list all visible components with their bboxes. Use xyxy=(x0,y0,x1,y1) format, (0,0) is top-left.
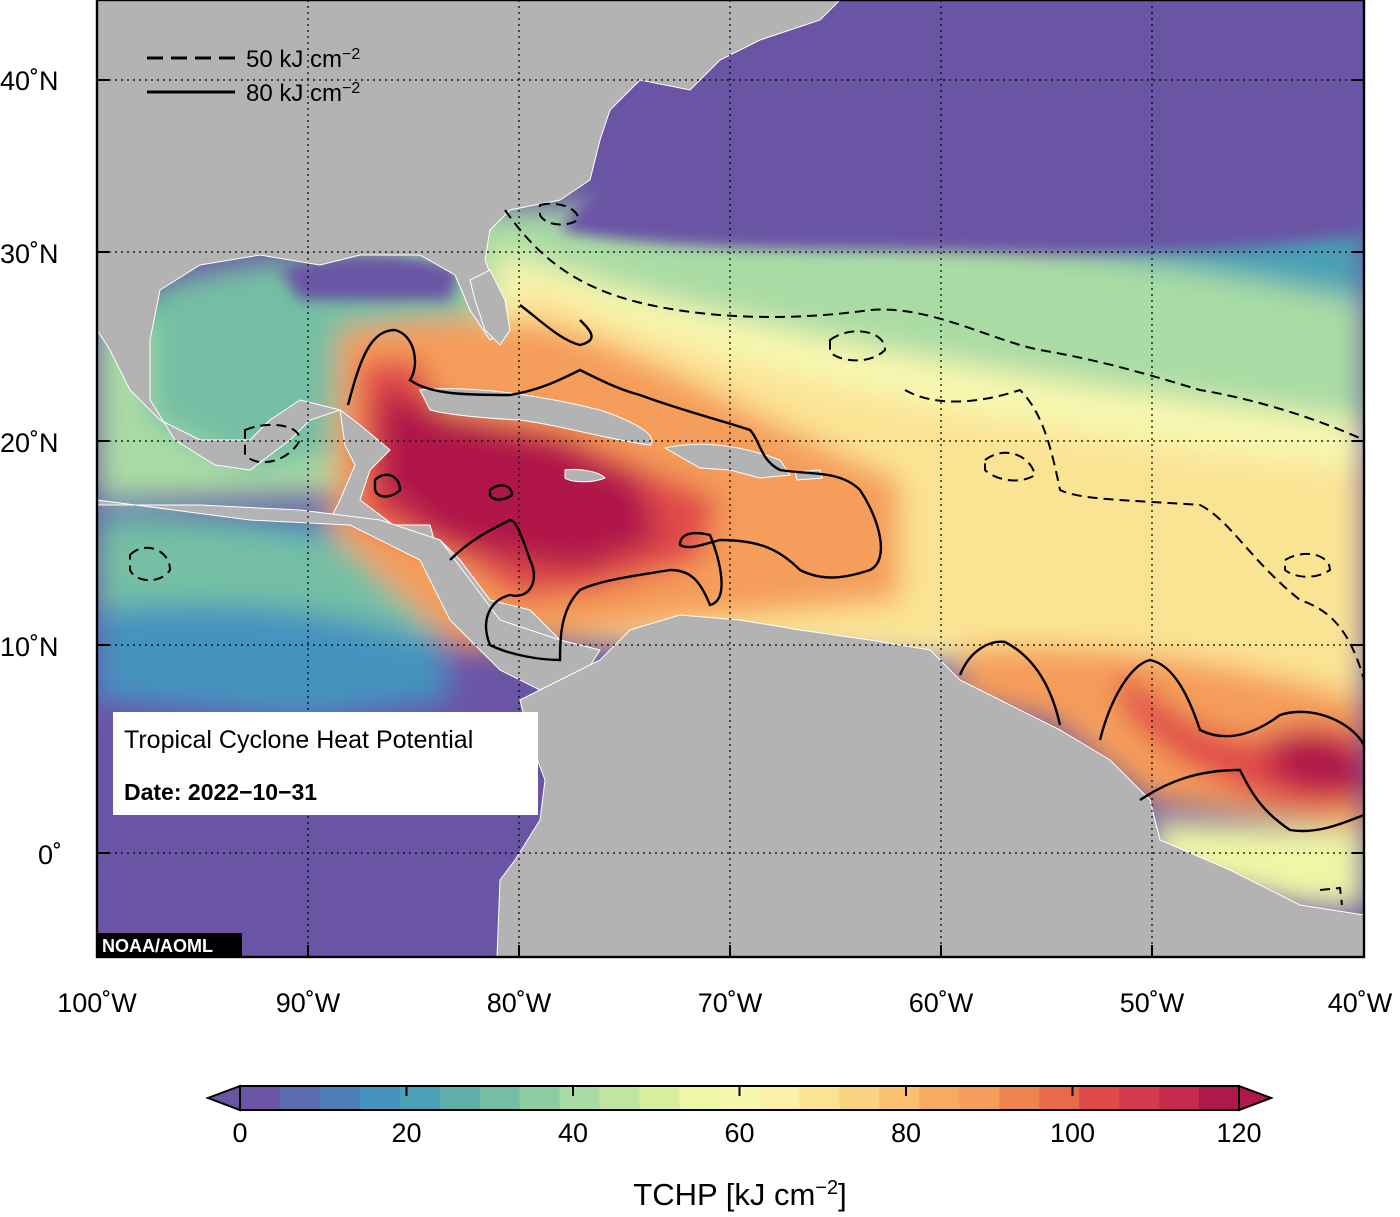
colorbar-cell xyxy=(359,1086,401,1110)
colorbar-cell xyxy=(1159,1086,1200,1110)
colorbar-title: TCHP [kJ cm−2] xyxy=(633,1177,846,1212)
colorbar-cell xyxy=(439,1086,481,1110)
ocean-heat-field xyxy=(97,0,1364,957)
contour-50-far-east xyxy=(1284,552,1332,578)
contour-80-bahamas xyxy=(519,304,593,347)
colorbar-tick-label: 20 xyxy=(391,1118,421,1148)
colorbar-cell xyxy=(919,1086,960,1110)
lon-label: 40˚W xyxy=(1328,988,1393,1018)
longitude-labels: 100˚W 90˚W 80˚W 70˚W 60˚W 50˚W 40˚W xyxy=(57,988,1393,1018)
colorbar-cell xyxy=(639,1086,681,1110)
lon-label: 70˚W xyxy=(698,988,763,1018)
credit-text: NOAA/AOML xyxy=(102,936,213,956)
info-box: Tropical Cyclone Heat Potential Date: 20… xyxy=(113,712,538,815)
info-box-date: Date: 2022−10−31 xyxy=(124,779,317,805)
credit-badge: NOAA/AOML xyxy=(97,933,242,957)
contour-50-coast xyxy=(539,202,580,226)
info-box-title: Tropical Cyclone Heat Potential xyxy=(124,726,473,754)
colorbar-right-arrow xyxy=(1238,1084,1274,1112)
contour-50-main xyxy=(504,209,1364,681)
tchp-contours xyxy=(129,202,1364,906)
colorbar-cell xyxy=(559,1086,601,1110)
colorbar-cell xyxy=(839,1086,880,1110)
contour-50-east xyxy=(984,451,1037,482)
colorbar-tick-label: 120 xyxy=(1216,1118,1261,1148)
lat-label: 20˚N xyxy=(0,428,59,458)
lat-label: 10˚N xyxy=(0,632,59,662)
colorbar: 0 20 40 60 80 100 120 TCHP [kJ cm−2] xyxy=(205,1084,1274,1212)
contour-80-caribbean xyxy=(346,328,883,662)
colorbar-tick-label: 80 xyxy=(891,1118,921,1148)
lat-label: 0˚ xyxy=(38,840,62,870)
contour-80-east xyxy=(958,640,1364,833)
colorbar-cells xyxy=(240,1086,1240,1110)
colorbar-cell xyxy=(599,1086,641,1110)
lon-label: 50˚W xyxy=(1120,988,1185,1018)
colorbar-cell xyxy=(1119,1086,1160,1110)
lat-label: 30˚N xyxy=(0,239,59,269)
colorbar-cell xyxy=(679,1086,721,1110)
contour-50-pacific xyxy=(129,546,172,582)
colorbar-cell xyxy=(279,1086,321,1110)
latitude-labels: 40˚N 30˚N 20˚N 10˚N 0˚ xyxy=(0,66,62,870)
colorbar-cell xyxy=(240,1086,281,1110)
contour-50-gulf xyxy=(244,423,302,464)
colorbar-cell xyxy=(319,1086,361,1110)
colorbar-cell xyxy=(759,1086,801,1110)
lon-label: 80˚W xyxy=(487,988,552,1018)
land-masses xyxy=(97,0,1364,957)
tick-marks xyxy=(97,79,1364,957)
contour-80-island-a xyxy=(373,473,402,498)
colorbar-cell xyxy=(959,1086,1000,1110)
lon-label: 60˚W xyxy=(909,988,974,1018)
graticule xyxy=(97,0,1364,957)
map-canvas xyxy=(97,0,1364,957)
colorbar-cell xyxy=(519,1086,561,1110)
colorbar-cell xyxy=(999,1086,1040,1110)
contour-legend: 50 kJ cm−2 80 kJ cm−2 xyxy=(147,46,360,108)
lon-label: 90˚W xyxy=(276,988,341,1018)
colorbar-cell xyxy=(1079,1086,1120,1110)
legend-dashed-label: 50 kJ cm−2 xyxy=(246,46,360,74)
colorbar-cell xyxy=(1039,1086,1080,1110)
colorbar-tick-label: 100 xyxy=(1050,1118,1095,1148)
contour-50-equator xyxy=(1319,886,1343,906)
colorbar-tick-label: 60 xyxy=(724,1118,754,1148)
contour-80-island-b xyxy=(488,484,514,501)
contour-50-subtrop xyxy=(829,330,887,362)
colorbar-cell xyxy=(799,1086,840,1110)
lon-label: 100˚W xyxy=(57,988,137,1018)
colorbar-ticks: 0 20 40 60 80 100 120 xyxy=(232,1086,1262,1148)
colorbar-cell xyxy=(479,1086,521,1110)
colorbar-cell xyxy=(879,1086,920,1110)
colorbar-tick-label: 40 xyxy=(558,1118,588,1148)
legend-solid-label: 80 kJ cm−2 xyxy=(246,80,360,108)
colorbar-tick-label: 0 xyxy=(232,1118,247,1148)
lat-label: 40˚N xyxy=(0,66,59,96)
colorbar-cell xyxy=(1199,1086,1240,1110)
colorbar-left-arrow xyxy=(205,1084,241,1112)
